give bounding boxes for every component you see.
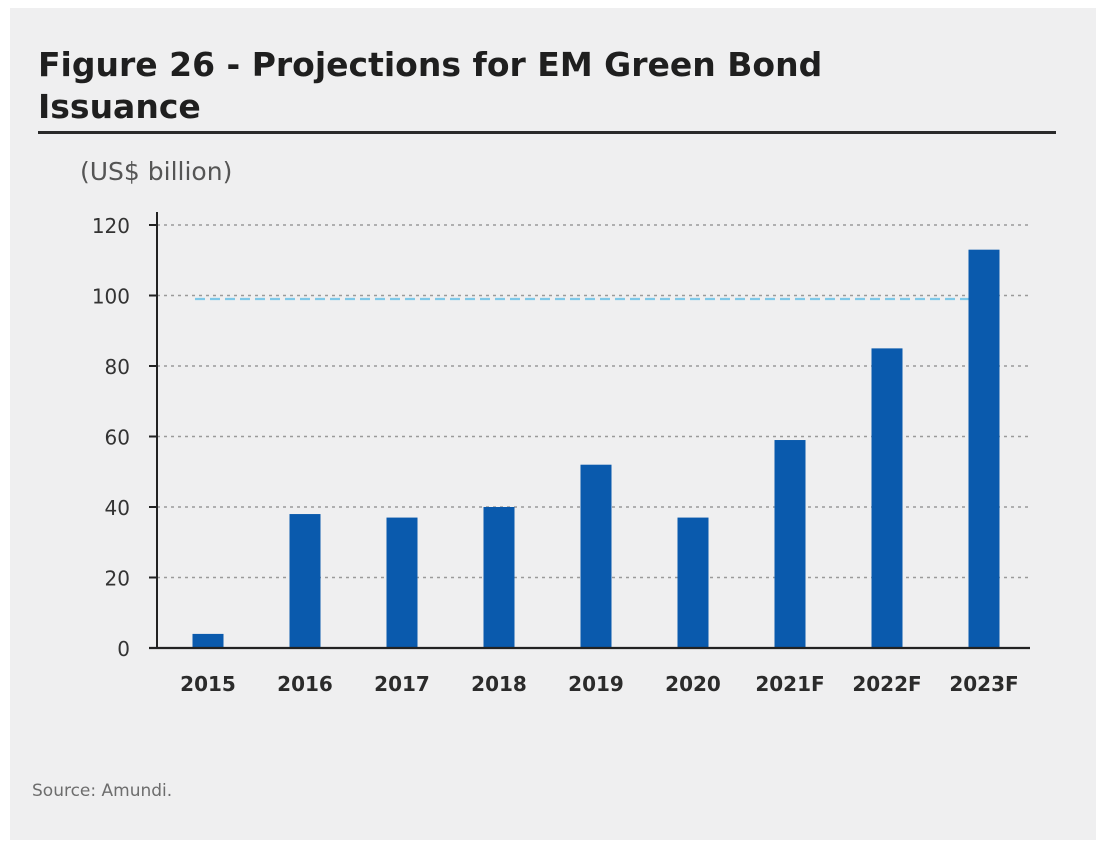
bar-2017 bbox=[386, 517, 418, 648]
y-tick-label: 120 bbox=[92, 214, 130, 238]
y-tick-label: 40 bbox=[105, 496, 130, 520]
bar-2016 bbox=[289, 514, 321, 648]
x-tick-label: 2022F bbox=[852, 672, 921, 696]
bar-2020 bbox=[677, 517, 709, 648]
y-tick-label: 0 bbox=[117, 637, 130, 661]
y-tick-label: 20 bbox=[105, 567, 130, 591]
x-tick-label: 2018 bbox=[471, 672, 527, 696]
x-tick-label: 2021F bbox=[755, 672, 824, 696]
title-divider bbox=[38, 131, 1056, 134]
bar-2018 bbox=[483, 507, 515, 648]
y-tick-label: 80 bbox=[105, 355, 130, 379]
source-note: Source: Amundi. bbox=[32, 781, 173, 801]
y-axis-unit-label: (US$ billion) bbox=[80, 157, 233, 186]
y-tick-label: 100 bbox=[92, 285, 130, 309]
bar-2015 bbox=[192, 633, 224, 648]
figure-card bbox=[10, 8, 1096, 840]
x-tick-label: 2019 bbox=[568, 672, 624, 696]
figure-title: Figure 26 - Projections for EM Green Bon… bbox=[38, 45, 823, 126]
x-tick-label: 2015 bbox=[180, 672, 236, 696]
x-tick-label: 2023F bbox=[949, 672, 1018, 696]
y-tick-label: 60 bbox=[105, 426, 130, 450]
bar-2023f bbox=[968, 249, 1000, 649]
bar-2019 bbox=[580, 464, 612, 648]
bar-2022f bbox=[871, 348, 903, 648]
bar-2021f bbox=[774, 440, 806, 648]
x-tick-label: 2020 bbox=[665, 672, 721, 696]
x-tick-label: 2016 bbox=[277, 672, 333, 696]
x-tick-label: 2017 bbox=[374, 672, 430, 696]
